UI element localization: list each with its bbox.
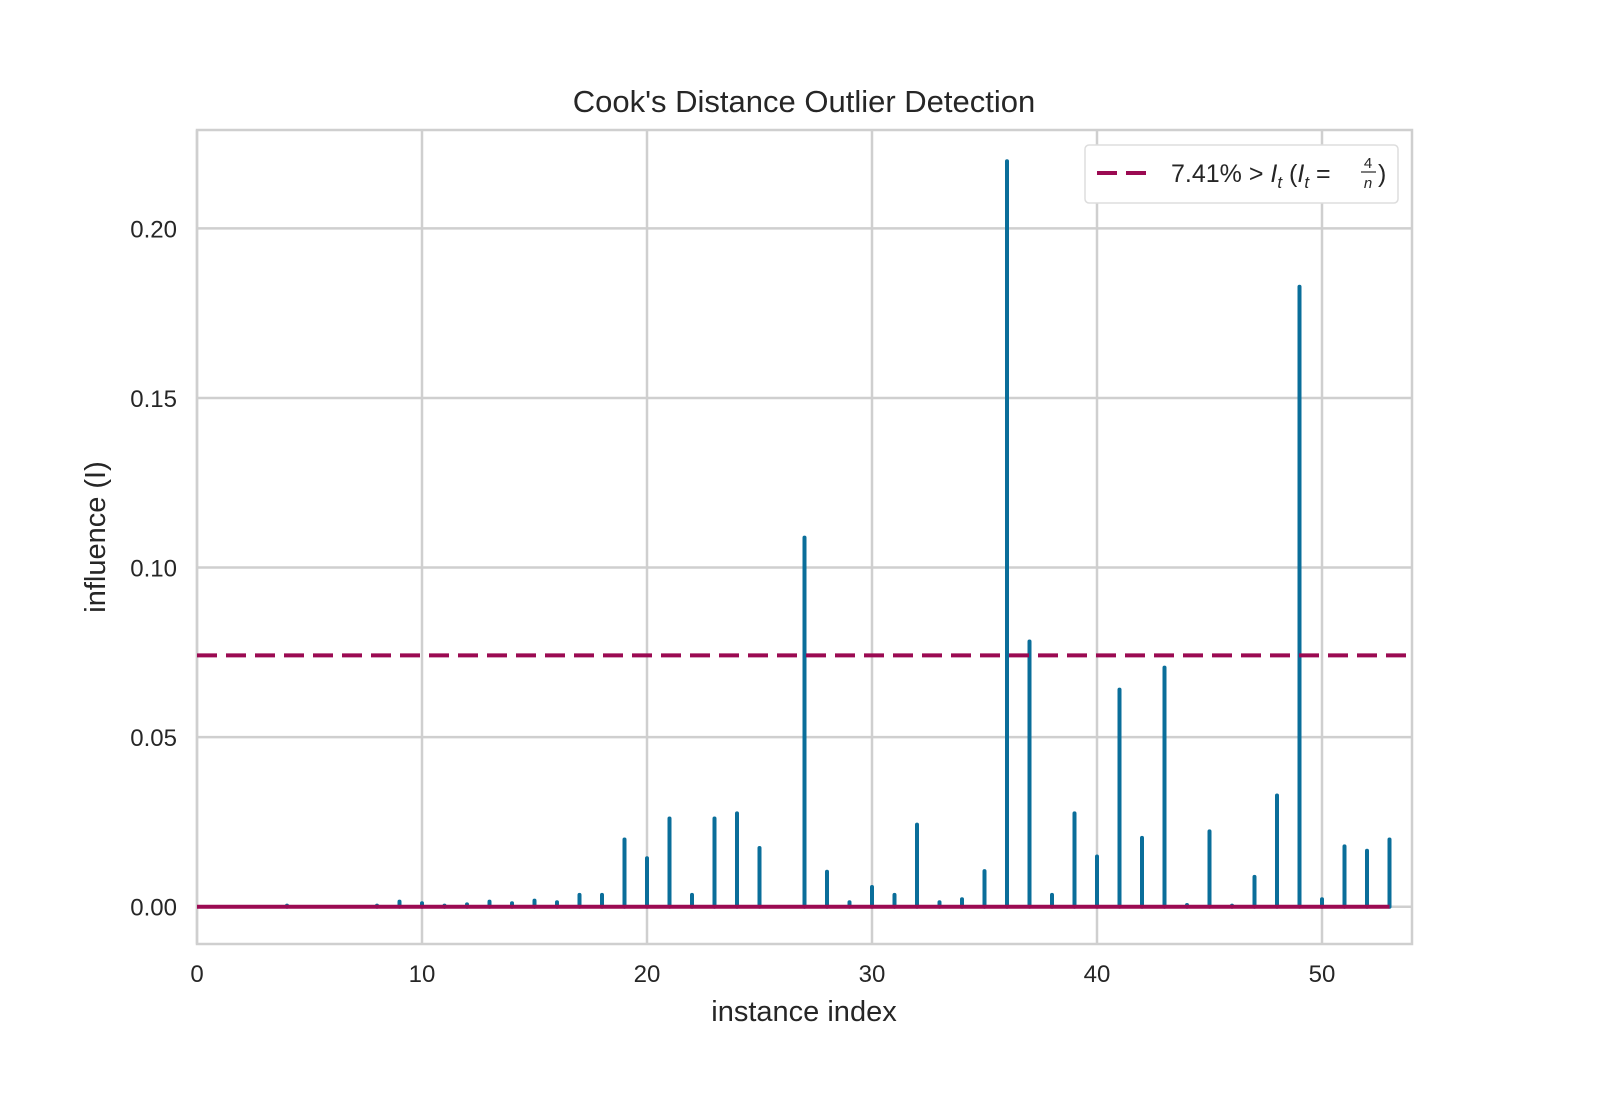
chart-title: Cook's Distance Outlier Detection [573,84,1036,119]
legend-box [1084,144,1399,204]
y-tick-label: 0.05 [130,725,177,752]
x-tick-labels: 0 10 20 30 40 50 [190,961,1335,988]
x-tick-label: 20 [634,961,661,988]
legend-frac-num: 4 [1364,155,1372,172]
legend-label-main: 7.41% > [1171,160,1270,188]
grid-lines [195,130,1412,944]
x-tick-label: 50 [1309,961,1336,988]
legend-paren-close: ) [1378,160,1386,188]
legend-label-it: I [1270,160,1277,188]
y-tick-labels: 0.00 0.05 0.10 0.15 0.20 [130,216,177,921]
y-tick-label: 0.00 [130,895,177,922]
legend-label-it-2: I [1297,160,1304,188]
legend-label: 7.41% > It (It = [1171,160,1331,192]
legend-label-it-sub: t [1277,173,1283,192]
legend: 7.41% > It (It = 4 n ) [1084,144,1399,204]
legend-label-it-sub-2: t [1304,173,1310,192]
y-tick-label: 0.20 [130,216,177,243]
legend-label-paren-open: ( [1282,160,1298,188]
legend-frac-den: n [1364,175,1372,192]
x-tick-label: 30 [859,961,886,988]
y-tick-label: 0.15 [130,386,177,413]
x-tick-label: 40 [1084,961,1111,988]
x-tick-label: 10 [409,961,436,988]
y-tick-label: 0.10 [130,556,177,583]
plot-frame [195,128,1414,946]
x-axis-label: instance index [711,996,897,1028]
y-axis-label: influence (I) [80,461,112,613]
x-tick-label: 0 [190,961,203,988]
legend-label-eq: = [1309,160,1331,188]
